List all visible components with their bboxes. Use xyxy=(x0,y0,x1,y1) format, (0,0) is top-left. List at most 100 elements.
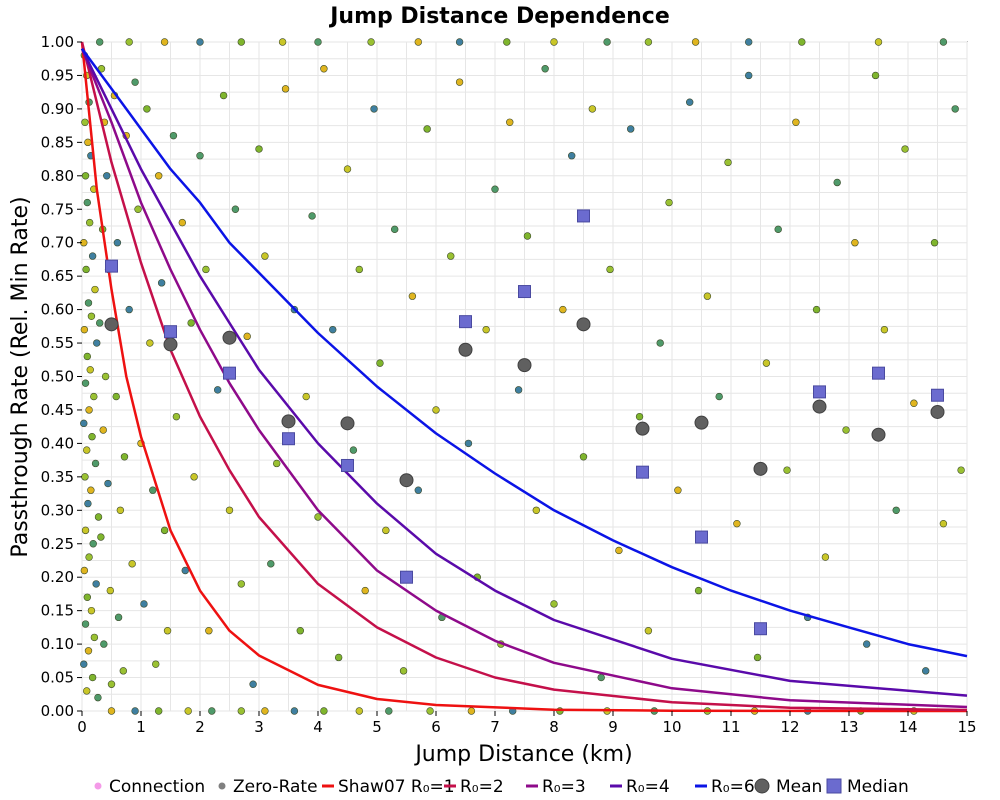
scatter-point xyxy=(231,205,240,213)
legend-label: Connection xyxy=(109,777,205,797)
scatter-point xyxy=(370,105,378,113)
scatter-point xyxy=(874,38,883,46)
scatter-point xyxy=(334,653,343,662)
scatter-point xyxy=(783,466,791,474)
scatter-point xyxy=(104,479,112,488)
scatter-point xyxy=(249,680,257,688)
scatter-point xyxy=(178,218,187,227)
scatter-point xyxy=(603,38,611,46)
mean-marker xyxy=(517,358,532,373)
scatter-point xyxy=(106,586,115,595)
scatter-point xyxy=(762,359,771,367)
scatter-point xyxy=(314,38,322,46)
x-tick-label: 7 xyxy=(490,718,500,736)
legend-swatch xyxy=(754,778,770,794)
scatter-point xyxy=(685,98,694,106)
scatter-point xyxy=(107,707,116,715)
scatter-point xyxy=(205,627,213,635)
scatter-point xyxy=(880,325,889,334)
scatter-point xyxy=(541,65,549,73)
scatter-point xyxy=(116,506,125,514)
scatter-point xyxy=(399,667,408,675)
scatter-point xyxy=(92,580,100,588)
scatter-point xyxy=(93,339,101,347)
curve-line xyxy=(80,41,968,712)
curve-line xyxy=(80,41,968,713)
scatter-point xyxy=(892,506,900,514)
scatter-point xyxy=(921,667,930,675)
scatter-point xyxy=(467,707,476,715)
scatter-point xyxy=(302,392,310,401)
median-marker xyxy=(164,325,177,339)
scatter-point xyxy=(87,486,95,494)
scatter-point xyxy=(243,332,251,341)
curve-line xyxy=(80,47,968,658)
scatter-point xyxy=(84,499,92,508)
scatter-point xyxy=(361,586,369,595)
scatter-point xyxy=(172,412,181,421)
scatter-point xyxy=(88,252,97,260)
scatter-point xyxy=(626,125,635,133)
scatter-point xyxy=(464,439,473,448)
legend-label: Median xyxy=(847,777,909,797)
scatter-point xyxy=(237,38,246,46)
y-tick-label: 0.10 xyxy=(41,635,74,653)
scatter-point xyxy=(119,667,128,675)
scatter-point xyxy=(83,198,92,207)
scatter-point xyxy=(455,38,464,46)
model-curves xyxy=(80,41,968,713)
scatter-point xyxy=(798,38,806,46)
legend-swatch xyxy=(218,782,226,790)
scatter-point xyxy=(833,178,841,187)
y-tick-label: 0.40 xyxy=(41,434,74,452)
scatter-point xyxy=(432,406,440,414)
median-marker xyxy=(400,570,413,584)
scatter-point xyxy=(606,265,614,274)
x-tick-label: 6 xyxy=(431,718,441,736)
scatter-point xyxy=(128,560,136,568)
x-tick-label: 0 xyxy=(77,718,87,736)
scatter-point xyxy=(376,359,384,367)
scatter-point xyxy=(821,553,830,561)
scatter-point xyxy=(81,473,89,481)
scatter-point xyxy=(674,486,682,494)
scatter-point xyxy=(842,426,850,434)
x-tick-label: 3 xyxy=(254,718,264,736)
scatter-points xyxy=(80,38,965,715)
scatter-point xyxy=(523,232,532,240)
scatter-point xyxy=(753,653,762,662)
y-tick-label: 0.90 xyxy=(41,100,74,118)
scatter-point xyxy=(155,707,163,715)
scatter-point xyxy=(84,299,93,307)
scatter-point xyxy=(95,38,104,46)
legend-label: R₀=6 xyxy=(711,777,755,797)
y-tick-label: 0.80 xyxy=(41,167,74,185)
scatter-point xyxy=(951,105,959,113)
scatter-point xyxy=(635,412,644,421)
curve-line xyxy=(80,48,968,709)
scatter-point xyxy=(140,600,148,608)
scatter-point xyxy=(219,91,228,100)
scatter-point xyxy=(644,627,653,635)
legend-label: Zero-Rate xyxy=(233,777,318,797)
scatter-point xyxy=(88,673,97,682)
scatter-point xyxy=(146,339,154,347)
median-marker xyxy=(282,432,295,446)
scatter-point xyxy=(187,319,195,327)
y-tick-label: 0.85 xyxy=(41,133,74,151)
scatter-point xyxy=(261,252,269,260)
scatter-point xyxy=(208,707,216,715)
scatter-point xyxy=(290,707,299,715)
scatter-point xyxy=(100,640,108,648)
scatter-point xyxy=(391,225,399,234)
scatter-point xyxy=(550,38,558,46)
scatter-point xyxy=(414,38,422,46)
mean-median-markers xyxy=(104,209,945,636)
x-tick-label: 2 xyxy=(195,718,205,736)
y-tick-label: 1.00 xyxy=(41,33,74,51)
scatter-point xyxy=(733,519,741,528)
mean-marker xyxy=(281,414,296,429)
y-tick-label: 0.70 xyxy=(41,234,74,252)
scatter-point xyxy=(939,519,948,528)
median-marker xyxy=(695,530,708,544)
